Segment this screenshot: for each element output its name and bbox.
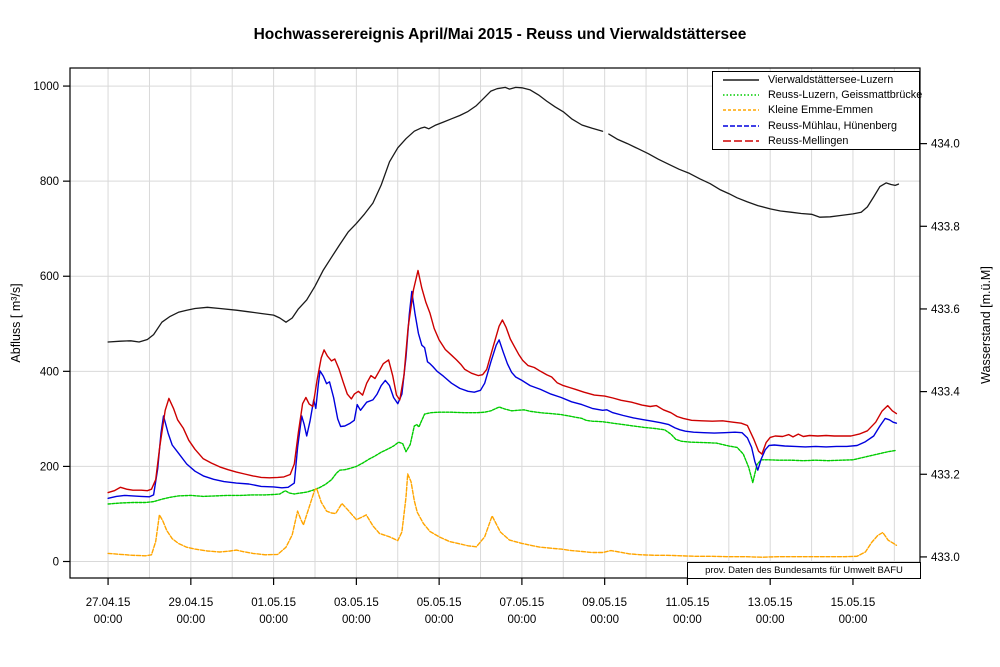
x-tick-time-label: 00:00 [259,614,288,626]
legend-label: Reuss-Mellingen [768,134,849,147]
x-tick-date-label: 03.05.15 [334,597,379,609]
left-tick-label: 800 [40,176,59,188]
legend-label: Vierwaldstättersee-Luzern [768,74,894,87]
right-tick-label: 433.0 [931,552,960,564]
series-line-reuss-mellingen [107,269,898,494]
series-line-reuss-muehlau-huenenberg [107,290,898,499]
right-tick-label: 433.4 [931,387,960,399]
x-tick-time-label: 00:00 [425,614,454,626]
plot-frame [69,67,921,579]
legend-entry-3: Reuss-Mühlau, Hünenberg [713,119,919,133]
x-tick-date-label: 09.05.15 [582,597,627,609]
x-tick-time-label: 00:00 [673,614,702,626]
legend-entry-4: Reuss-Mellingen [713,134,919,148]
series-line-kleine-emme-emmen [107,473,898,558]
x-tick-time-label: 00:00 [94,614,123,626]
legend-label: Reuss-Mühlau, Hünenberg [768,119,898,132]
series-line-vierwaldstaettersee-luzern [107,86,900,343]
legend-entry-1: Reuss-Luzern, Geissmattbrücke [713,88,923,102]
legend-line-sample [723,109,759,112]
right-tick-label: 433.2 [931,469,960,481]
left-tick-label: 400 [40,366,59,378]
legend-line-sample [723,139,759,142]
legend-entry-2: Kleine Emme-Emmen [713,103,919,117]
legend-entry-0: Vierwaldstättersee-Luzern [713,73,919,87]
x-tick-time-label: 00:00 [342,614,371,626]
x-tick-date-label: 29.04.15 [168,597,213,609]
legend-label: Kleine Emme-Emmen [768,104,874,117]
x-tick-time-label: 00:00 [590,614,619,626]
left-tick-label: 600 [40,271,59,283]
x-axis: 27.04.15 00:00 29.04.15 00:00 01.05.15 00:00 0… [86,578,876,626]
plot-border [69,67,921,579]
x-tick-time-label: 00:00 [176,614,205,626]
x-tick-date-label: 07.05.15 [500,597,545,609]
x-tick-date-label: 01.05.15 [251,597,296,609]
x-tick-date-label: 05.05.15 [417,597,462,609]
legend-line-sample [723,94,759,97]
data-source-note: prov. Daten des Bundesamts für Umwelt BA… [687,562,921,579]
legend-label: Reuss-Luzern, Geissmattbrücke [768,89,923,102]
chart-title: Hochwasserereignis April/Mai 2015 - Reus… [253,26,747,43]
x-tick-date-label: 15.05.15 [831,597,876,609]
left-axis: 0 200 400 600 800 1000 [33,81,70,569]
right-tick-label: 433.6 [931,304,960,316]
x-tick-time-label: 00:00 [839,614,868,626]
legend-line-sample [723,79,759,81]
series-lines [107,86,900,558]
right-tick-label: 433.8 [931,221,960,233]
left-tick-label: 1000 [33,81,59,93]
x-tick-date-label: 27.04.15 [86,597,131,609]
series-line-reuss-luzern-geissmattbruecke [107,406,898,505]
left-tick-label: 0 [53,557,59,569]
legend-line-sample [723,124,759,127]
x-tick-time-label: 00:00 [508,614,537,626]
x-tick-time-label: 00:00 [756,614,785,626]
grid-lines [70,68,920,578]
right-axis: 433.0 433.2 433.4 433.6 433.8 434.0 [920,139,960,564]
left-tick-label: 200 [40,461,59,473]
x-tick-date-label: 11.05.15 [665,597,709,609]
right-tick-label: 434.0 [931,139,960,151]
x-tick-date-label: 13.05.15 [748,597,793,609]
legend: Vierwaldstättersee-Luzern Reuss-Luzern, G… [712,71,923,150]
